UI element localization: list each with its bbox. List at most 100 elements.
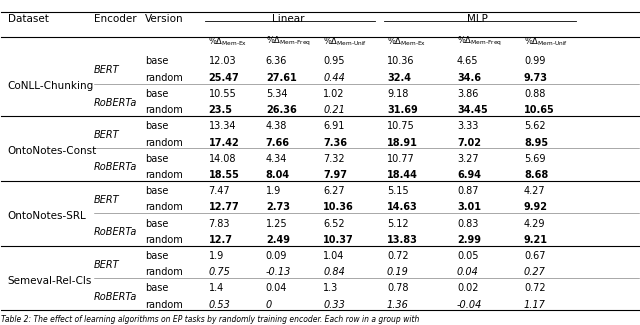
Text: 7.66: 7.66 [266, 137, 290, 148]
Text: 0.75: 0.75 [209, 267, 230, 277]
Text: 34.45: 34.45 [457, 105, 488, 115]
Text: 0.04: 0.04 [457, 267, 479, 277]
Text: 4.65: 4.65 [457, 57, 479, 67]
Text: -0.13: -0.13 [266, 267, 291, 277]
Text: OntoNotes-Const: OntoNotes-Const [8, 146, 97, 156]
Text: base: base [145, 283, 168, 293]
Text: 2.99: 2.99 [457, 235, 481, 245]
Text: 1.9: 1.9 [209, 251, 224, 261]
Text: base: base [145, 219, 168, 228]
Text: $\%\Delta_{\mathrm{Mem\text{-}Unif}}$: $\%\Delta_{\mathrm{Mem\text{-}Unif}}$ [323, 35, 367, 47]
Text: random: random [145, 170, 182, 180]
Text: 13.34: 13.34 [209, 121, 236, 131]
Text: 5.15: 5.15 [387, 186, 408, 196]
Text: 12.77: 12.77 [209, 202, 239, 213]
Text: 6.27: 6.27 [323, 186, 345, 196]
Text: 18.91: 18.91 [387, 137, 418, 148]
Text: 10.65: 10.65 [524, 105, 555, 115]
Text: 0.72: 0.72 [387, 251, 408, 261]
Text: 18.44: 18.44 [387, 170, 418, 180]
Text: 32.4: 32.4 [387, 73, 411, 83]
Text: 34.6: 34.6 [457, 73, 481, 83]
Text: 5.34: 5.34 [266, 89, 287, 99]
Text: 7.47: 7.47 [209, 186, 230, 196]
Text: 1.9: 1.9 [266, 186, 281, 196]
Text: 1.04: 1.04 [323, 251, 344, 261]
Text: base: base [145, 251, 168, 261]
Text: BERT: BERT [94, 260, 120, 270]
Text: 0.27: 0.27 [524, 267, 546, 277]
Text: 12.7: 12.7 [209, 235, 232, 245]
Text: 6.91: 6.91 [323, 121, 344, 131]
Text: 9.73: 9.73 [524, 73, 548, 83]
Text: 10.37: 10.37 [323, 235, 354, 245]
Text: 6.94: 6.94 [457, 170, 481, 180]
Text: 23.5: 23.5 [209, 105, 232, 115]
Text: 5.62: 5.62 [524, 121, 545, 131]
Text: 7.97: 7.97 [323, 170, 347, 180]
Text: Version: Version [145, 14, 184, 24]
Text: base: base [145, 57, 168, 67]
Text: 10.55: 10.55 [209, 89, 236, 99]
Text: 2.73: 2.73 [266, 202, 290, 213]
Text: 4.38: 4.38 [266, 121, 287, 131]
Text: 3.86: 3.86 [457, 89, 478, 99]
Text: 0.67: 0.67 [524, 251, 545, 261]
Text: $\%\Delta_{\mathrm{Mem\text{-}Ex}}$: $\%\Delta_{\mathrm{Mem\text{-}Ex}}$ [209, 35, 248, 47]
Text: 1.17: 1.17 [524, 300, 546, 310]
Text: 7.83: 7.83 [209, 219, 230, 228]
Text: Encoder: Encoder [94, 14, 136, 24]
Text: $\%\Delta_{\mathrm{Mem\text{-}Ex}}$: $\%\Delta_{\mathrm{Mem\text{-}Ex}}$ [387, 35, 426, 47]
Text: 14.63: 14.63 [387, 202, 418, 213]
Text: 0.44: 0.44 [323, 73, 345, 83]
Text: 0.78: 0.78 [387, 283, 408, 293]
Text: base: base [145, 121, 168, 131]
Text: random: random [145, 267, 182, 277]
Text: Linear: Linear [272, 14, 305, 24]
Text: 5.69: 5.69 [524, 154, 545, 164]
Text: random: random [145, 105, 182, 115]
Text: RoBERTa: RoBERTa [94, 162, 137, 173]
Text: BERT: BERT [94, 195, 120, 205]
Text: 3.33: 3.33 [457, 121, 478, 131]
Text: RoBERTa: RoBERTa [94, 98, 137, 108]
Text: 7.32: 7.32 [323, 154, 345, 164]
Text: 0: 0 [266, 300, 272, 310]
Text: 6.52: 6.52 [323, 219, 345, 228]
Text: 0.72: 0.72 [524, 283, 545, 293]
Text: 10.75: 10.75 [387, 121, 415, 131]
Text: 1.4: 1.4 [209, 283, 224, 293]
Text: 14.08: 14.08 [209, 154, 236, 164]
Text: 27.61: 27.61 [266, 73, 296, 83]
Text: 10.77: 10.77 [387, 154, 415, 164]
Text: 26.36: 26.36 [266, 105, 296, 115]
Text: $\%\Delta_{\mathrm{Mem\text{-}Unif}}$: $\%\Delta_{\mathrm{Mem\text{-}Unif}}$ [524, 35, 568, 47]
Text: 1.25: 1.25 [266, 219, 287, 228]
Text: 8.68: 8.68 [524, 170, 548, 180]
Text: 9.92: 9.92 [524, 202, 548, 213]
Text: random: random [145, 202, 182, 213]
Text: 7.02: 7.02 [457, 137, 481, 148]
Text: 9.21: 9.21 [524, 235, 548, 245]
Text: Semeval-Rel-Cls: Semeval-Rel-Cls [8, 276, 92, 286]
Text: 10.36: 10.36 [387, 57, 415, 67]
Text: 12.03: 12.03 [209, 57, 236, 67]
Text: base: base [145, 154, 168, 164]
Text: OntoNotes-SRL: OntoNotes-SRL [8, 211, 86, 221]
Text: base: base [145, 89, 168, 99]
Text: 4.34: 4.34 [266, 154, 287, 164]
Text: Dataset: Dataset [8, 14, 49, 24]
Text: 7.36: 7.36 [323, 137, 347, 148]
Text: 2.49: 2.49 [266, 235, 290, 245]
Text: 0.02: 0.02 [457, 283, 479, 293]
Text: 25.47: 25.47 [209, 73, 239, 83]
Text: 1.02: 1.02 [323, 89, 345, 99]
Text: 0.33: 0.33 [323, 300, 345, 310]
Text: 1.36: 1.36 [387, 300, 409, 310]
Text: 0.19: 0.19 [387, 267, 409, 277]
Text: 10.36: 10.36 [323, 202, 354, 213]
Text: BERT: BERT [94, 65, 120, 75]
Text: MLP: MLP [467, 14, 488, 24]
Text: 4.29: 4.29 [524, 219, 545, 228]
Text: base: base [145, 186, 168, 196]
